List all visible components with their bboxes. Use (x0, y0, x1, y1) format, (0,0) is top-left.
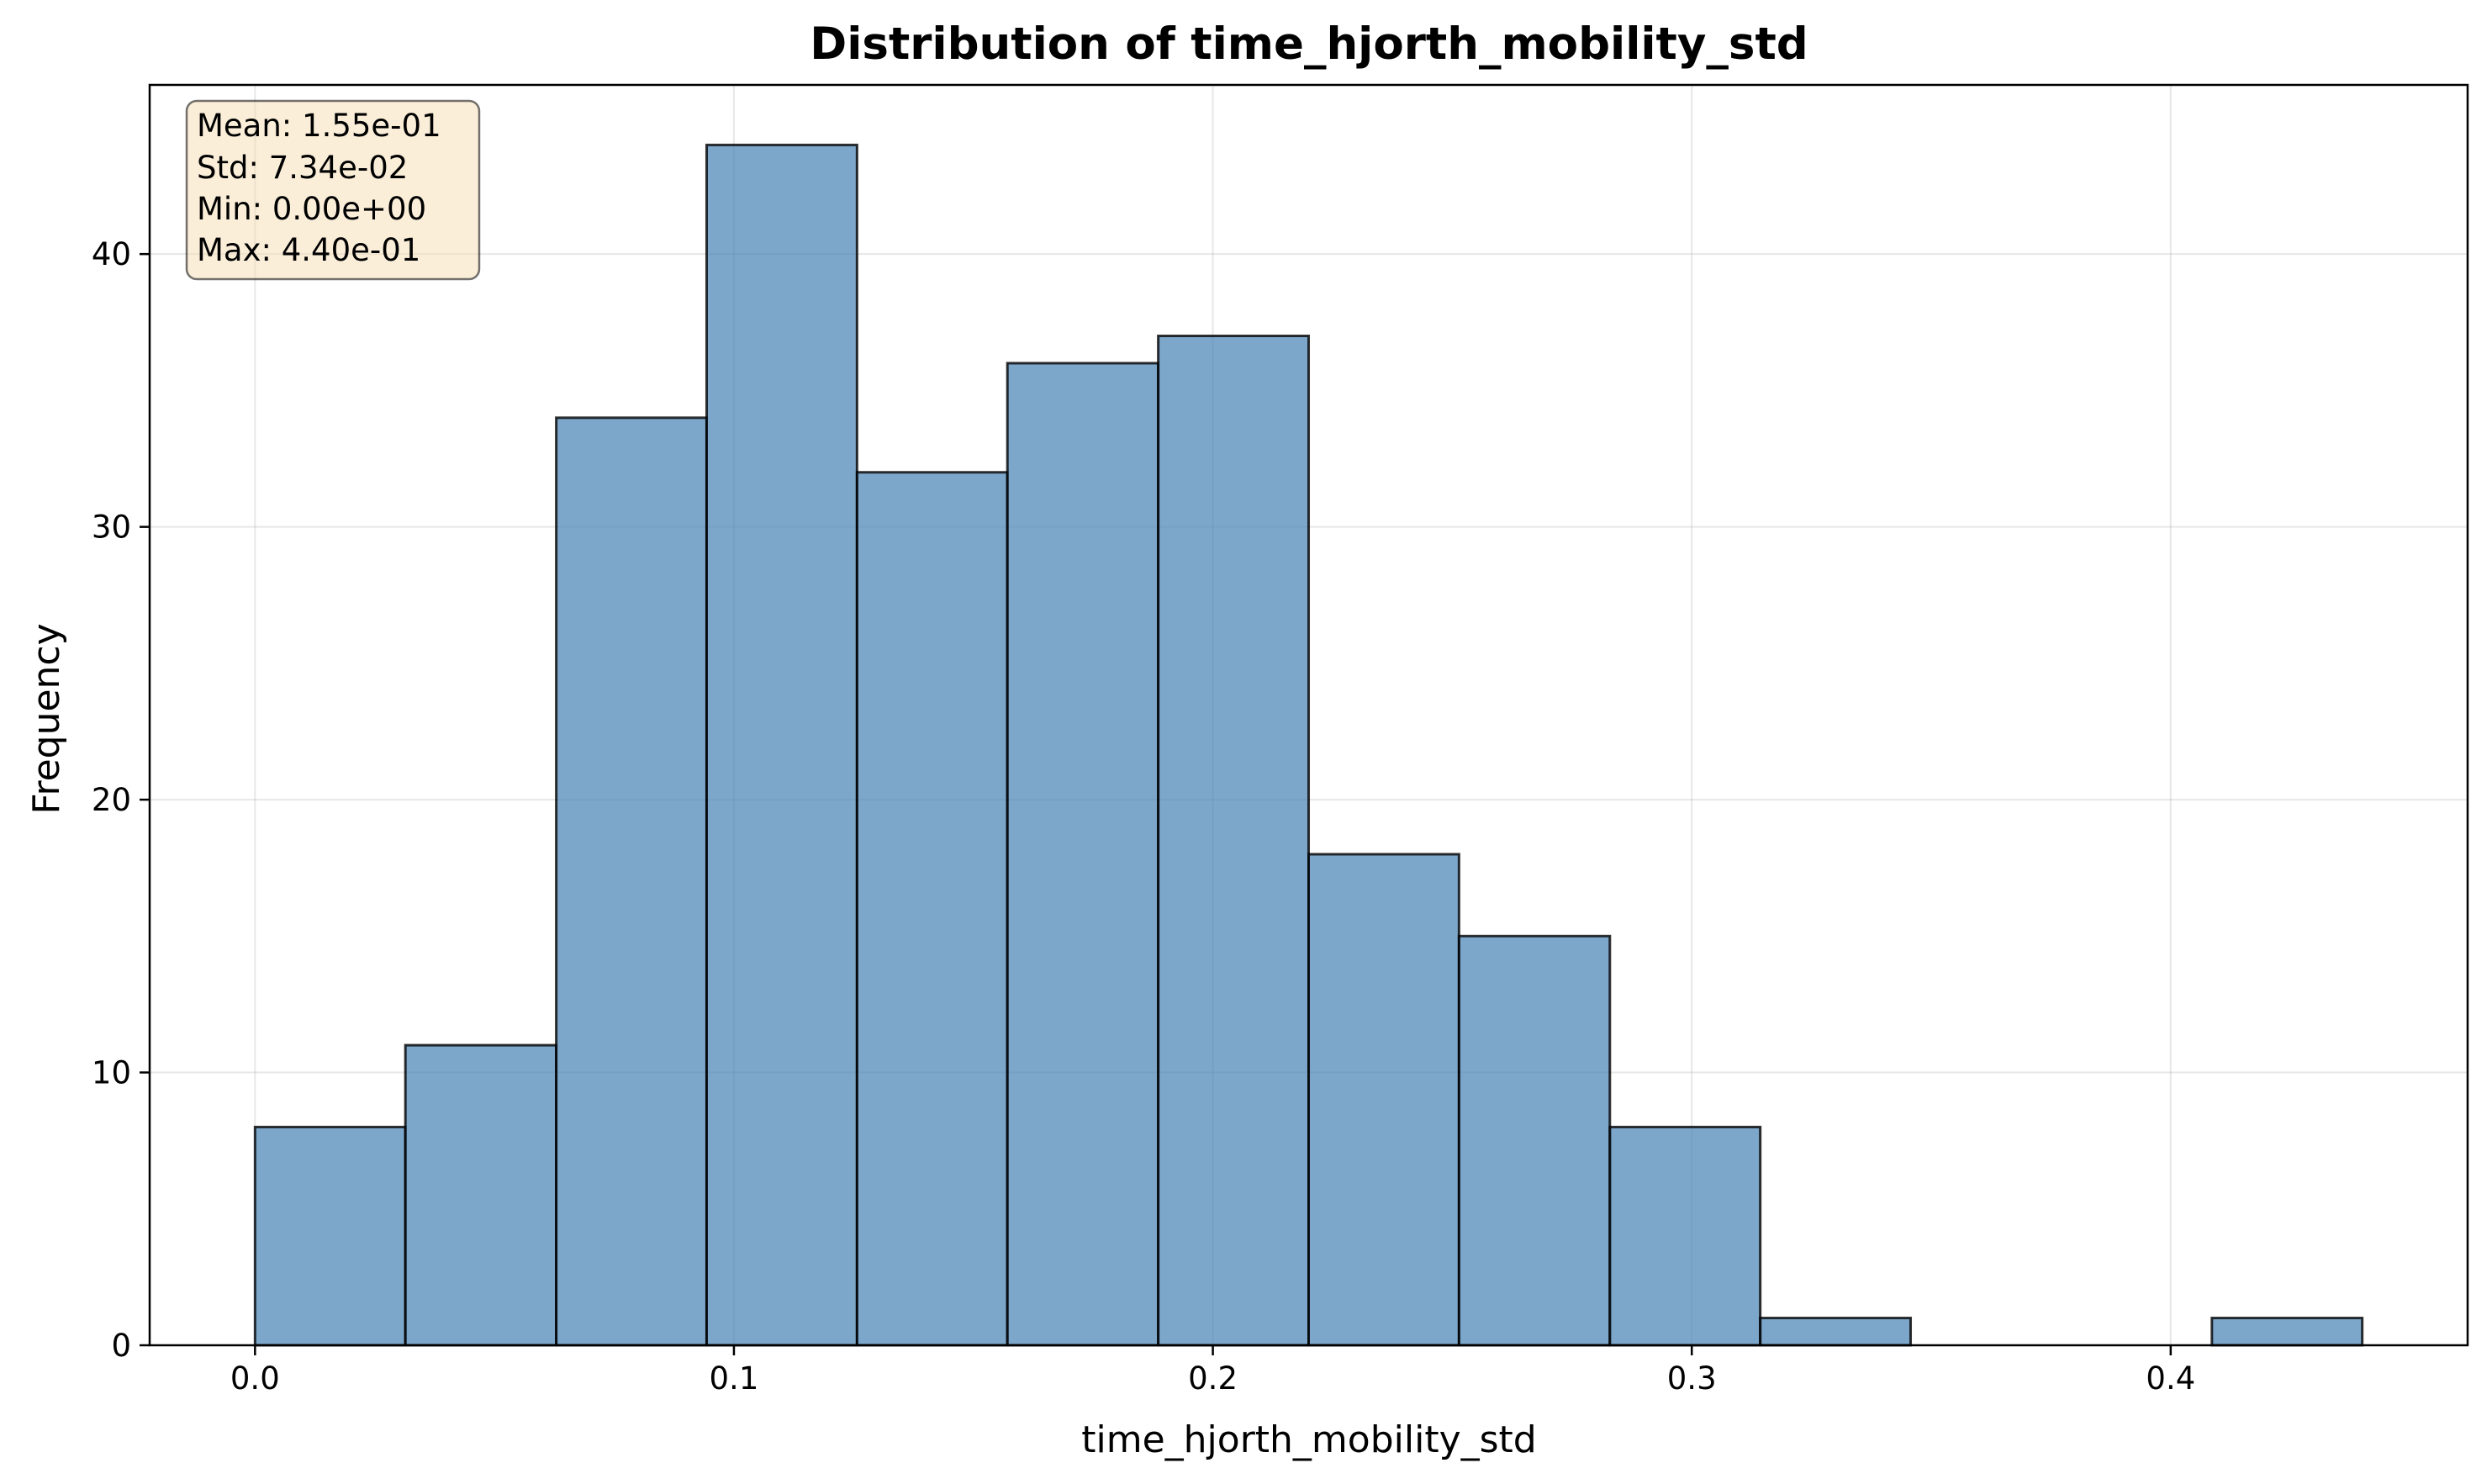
histogram-bar-13 (2210, 1317, 2364, 1347)
histogram-bars (253, 143, 2364, 1347)
y-tick-label-2: 20 (92, 782, 131, 818)
y-tick-label-1: 10 (92, 1055, 131, 1091)
plot-area-frame (148, 83, 2469, 1347)
x-tick-label-0: 0.0 (230, 1360, 280, 1397)
histogram-bar-0 (253, 1125, 407, 1347)
y-tick-label-3: 30 (92, 510, 131, 546)
y-tick-label-4: 40 (92, 236, 131, 272)
histogram-bar-3 (705, 143, 858, 1347)
histogram-bar-1 (404, 1043, 558, 1347)
histogram-bar-10 (1759, 1317, 1913, 1347)
histogram-bar-9 (1608, 1125, 1762, 1347)
axis-ticks: 0.0 0.1 0.2 0.3 0.4 0 10 20 30 40 (92, 236, 2195, 1397)
x-axis-label: time_hjorth_mobility_std (1081, 1418, 1536, 1461)
x-tick-label-4: 0.4 (2146, 1360, 2195, 1397)
x-tick-label-3: 0.3 (1667, 1360, 1717, 1397)
x-tick-label-2: 0.2 (1188, 1360, 1238, 1397)
stats-box: Mean: 1.55e-01 Std: 7.34e-02 Min: 0.00e+… (185, 99, 481, 281)
histogram-bar-2 (555, 416, 708, 1347)
stats-box-background (185, 99, 481, 281)
histogram-bar-4 (855, 471, 1009, 1347)
stats-min: Min: 0.00e+00 (197, 191, 426, 227)
histogram-bar-6 (1157, 335, 1310, 1347)
histogram-bar-5 (1006, 362, 1160, 1347)
histogram-bar-8 (1457, 934, 1612, 1347)
stats-std: Std: 7.34e-02 (197, 150, 408, 186)
chart-title: Distribution of time_hjorth_mobility_std (810, 18, 1808, 70)
stats-max: Max: 4.40e-01 (197, 232, 420, 268)
y-tick-label-0: 0 (111, 1328, 131, 1364)
stats-mean: Mean: 1.55e-01 (197, 108, 441, 144)
x-tick-label-1: 0.1 (710, 1360, 759, 1397)
histogram-bar-7 (1307, 853, 1460, 1347)
y-axis-label: Frequency (25, 623, 68, 814)
